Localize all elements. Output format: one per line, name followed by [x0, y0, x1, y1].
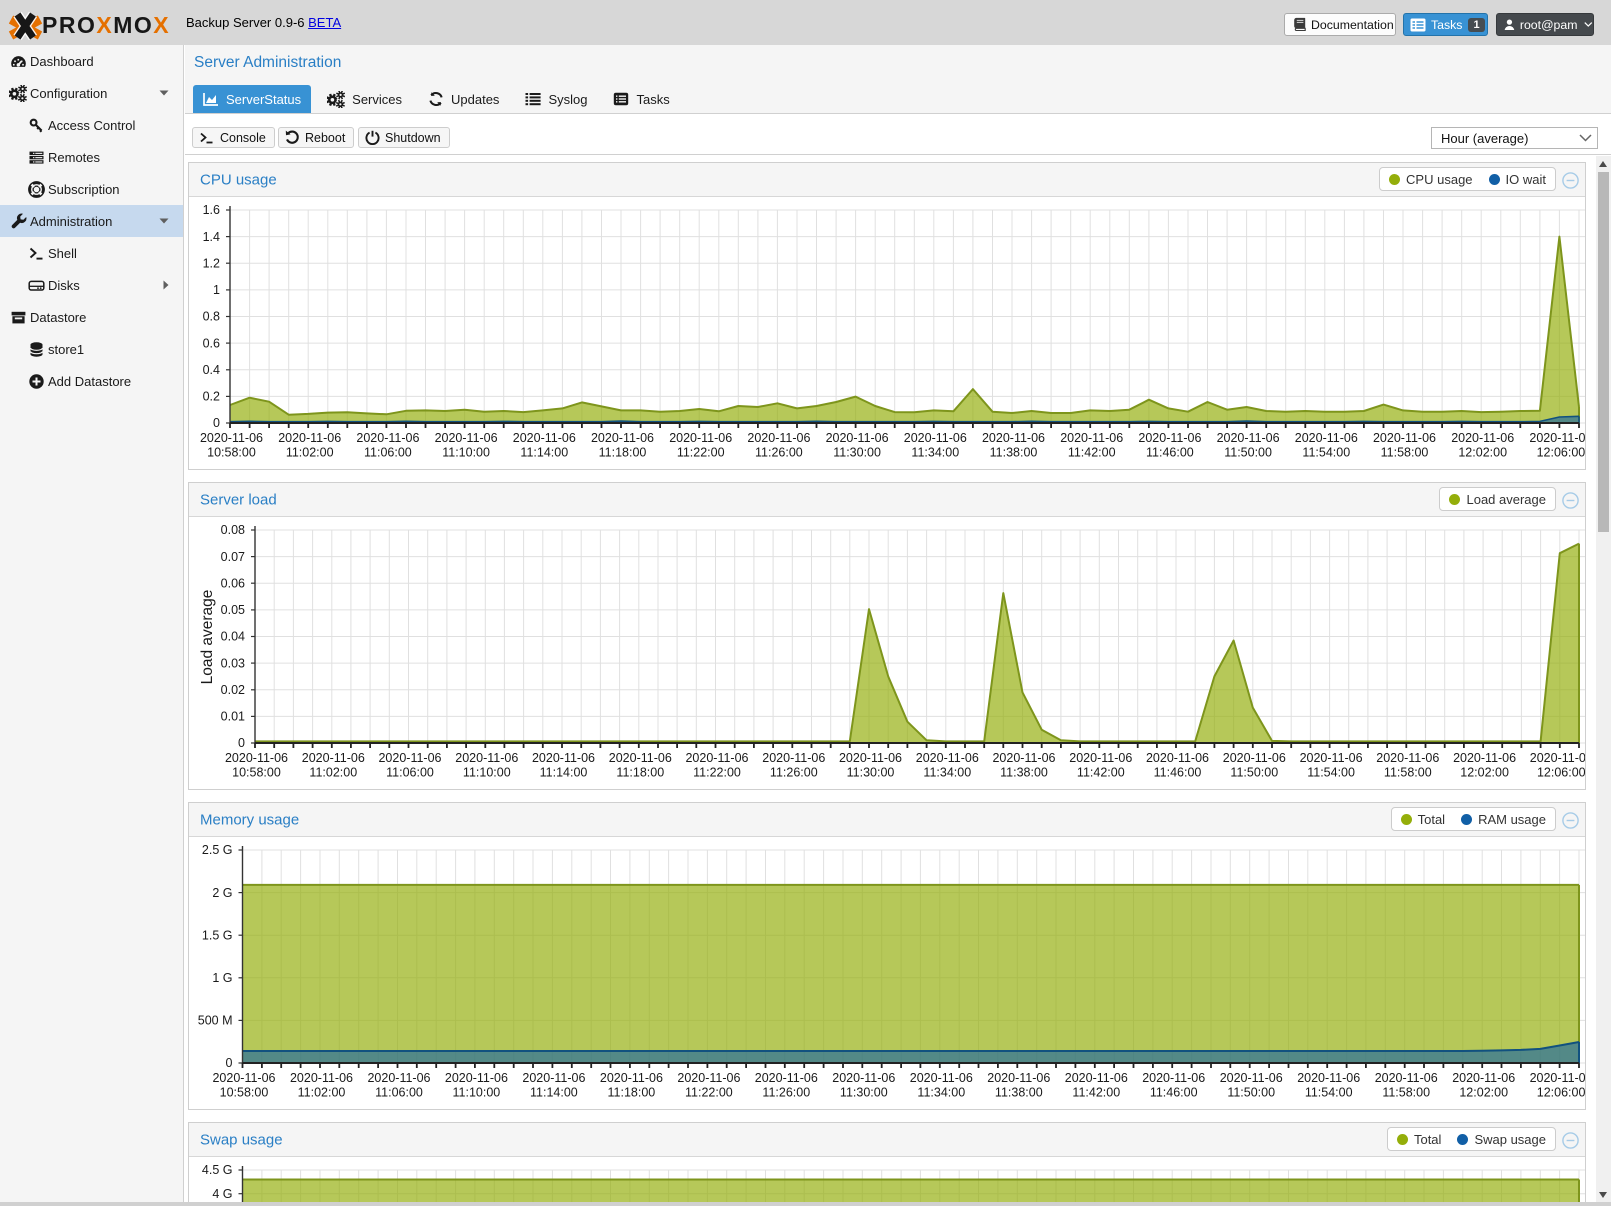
svg-text:0.06: 0.06 — [221, 577, 245, 591]
svg-text:1 G: 1 G — [212, 971, 232, 985]
svg-text:1.5 G: 1.5 G — [202, 928, 233, 942]
svg-text:0: 0 — [238, 736, 245, 750]
svg-text:2.5 G: 2.5 G — [202, 843, 233, 857]
svg-text:1.2: 1.2 — [203, 257, 220, 271]
svg-text:0.05: 0.05 — [221, 603, 245, 617]
svg-text:500 M: 500 M — [198, 1014, 233, 1028]
svg-text:0.03: 0.03 — [221, 656, 245, 670]
svg-text:0.08: 0.08 — [221, 523, 245, 537]
svg-text:4 G: 4 G — [212, 1187, 232, 1201]
svg-text:0.01: 0.01 — [221, 710, 245, 724]
svg-text:2 G: 2 G — [212, 886, 232, 900]
svg-text:4.5 G: 4.5 G — [202, 1163, 233, 1177]
svg-text:0.6: 0.6 — [203, 336, 220, 350]
svg-text:0.04: 0.04 — [221, 630, 245, 644]
svg-text:Load average: Load average — [199, 590, 216, 685]
svg-text:PROXMOX: PROXMOX — [42, 12, 170, 38]
svg-text:0.2: 0.2 — [203, 390, 220, 404]
svg-text:0.4: 0.4 — [203, 363, 220, 377]
svg-text:1.6: 1.6 — [203, 203, 220, 217]
svg-text:0.02: 0.02 — [221, 683, 245, 697]
svg-text:0: 0 — [226, 1056, 233, 1070]
svg-text:1.4: 1.4 — [203, 230, 220, 244]
svg-text:1: 1 — [213, 283, 220, 297]
svg-text:0.8: 0.8 — [203, 310, 220, 324]
svg-text:0: 0 — [213, 416, 220, 430]
svg-text:0.07: 0.07 — [221, 550, 245, 564]
